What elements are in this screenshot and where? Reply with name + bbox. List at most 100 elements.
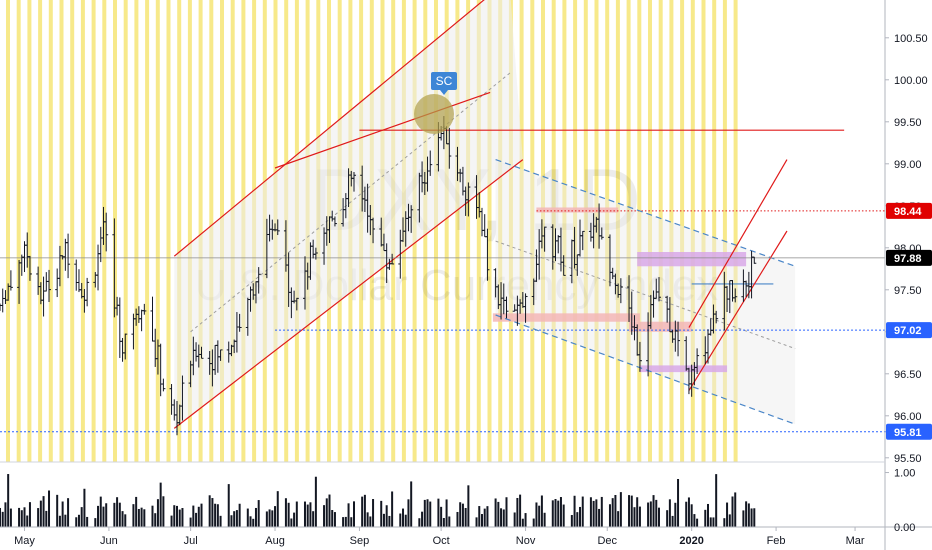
descending-lower-line xyxy=(495,314,796,425)
volume-bar xyxy=(143,509,146,527)
volume-bar xyxy=(611,498,614,527)
volume-bar xyxy=(595,499,598,527)
sc-marker: SC xyxy=(414,72,457,134)
volume-bar xyxy=(137,508,140,527)
grid-stripe xyxy=(466,0,471,462)
volume-bar xyxy=(418,518,421,527)
volume-bar xyxy=(497,501,500,527)
volume-bar xyxy=(423,499,426,527)
time-tick-label: Nov xyxy=(516,535,536,547)
grid-stripe xyxy=(690,0,695,462)
grid-stripe xyxy=(701,0,706,462)
volume-bar xyxy=(48,490,51,527)
volume-bar xyxy=(753,508,756,527)
grid-stripe xyxy=(59,0,64,462)
volume-bar xyxy=(562,504,565,527)
volume-bar xyxy=(56,494,59,527)
grid-stripe xyxy=(444,0,449,462)
volume-bar xyxy=(380,500,383,527)
volume-bar xyxy=(350,517,353,527)
volume-bar xyxy=(219,515,222,527)
volume-bar xyxy=(45,510,48,527)
grid-stripe xyxy=(712,0,717,462)
time-tick-label: Aug xyxy=(265,535,285,547)
price-tag xyxy=(886,423,932,440)
volume-bar xyxy=(617,511,620,527)
price-tags: 98.44 97.88 97.02 95.81 xyxy=(886,202,932,440)
volume-bar xyxy=(592,500,595,527)
volume-bar xyxy=(521,518,524,527)
volume-bar xyxy=(404,514,407,527)
volume-bar xyxy=(61,501,64,527)
volume-bar xyxy=(42,496,45,527)
grid-stripe xyxy=(680,0,685,462)
volume-bar xyxy=(589,497,592,527)
grid-stripe xyxy=(658,0,663,462)
time-tick-label: Sep xyxy=(350,535,370,547)
volume-bar xyxy=(83,488,86,527)
grid-stripe xyxy=(113,0,117,462)
grid-stripe xyxy=(16,0,21,462)
volume-bar xyxy=(290,518,293,527)
volume-bar xyxy=(162,496,165,527)
volume-bar xyxy=(391,491,394,527)
grid-stripe xyxy=(102,0,107,462)
volume-bar xyxy=(483,508,486,527)
grid-stripe xyxy=(541,0,545,462)
volume-bar xyxy=(712,517,715,527)
time-tick-label: Feb xyxy=(767,535,786,547)
volume-bar xyxy=(467,485,470,527)
volume-bar xyxy=(4,502,7,527)
volume-bar xyxy=(309,502,312,527)
volume-bar xyxy=(284,498,287,527)
volume-bar xyxy=(576,512,579,527)
channel-lower-line xyxy=(173,159,524,429)
volume-bar xyxy=(295,501,298,527)
grid-stripe xyxy=(573,0,578,462)
volume-bar xyxy=(99,496,102,527)
volume-bar xyxy=(18,507,21,527)
grid-stripe xyxy=(476,0,481,462)
price-tick-label: 97.50 xyxy=(894,285,922,297)
volume-bar xyxy=(671,515,674,527)
volume-bar xyxy=(426,499,429,527)
price-tag xyxy=(886,249,932,266)
grid-stripe xyxy=(134,0,139,462)
price-tag-label: 98.44 xyxy=(894,206,922,218)
volume-bar xyxy=(687,497,690,527)
grid-stripe xyxy=(487,0,492,462)
volume-bar xyxy=(200,503,203,527)
price-tag-label: 97.88 xyxy=(894,253,922,265)
grid-stripe xyxy=(722,0,727,462)
volume-bar xyxy=(124,514,127,527)
volume-bar xyxy=(608,504,611,527)
zone-box xyxy=(536,207,619,213)
grid-stripe xyxy=(434,0,438,462)
volume-bar xyxy=(325,498,328,527)
volume-bar xyxy=(704,509,707,527)
grid-stripe xyxy=(6,0,10,462)
volume-bar xyxy=(674,502,677,527)
volume-bar xyxy=(1,511,4,527)
grid-stripe xyxy=(80,0,85,462)
volume-bar xyxy=(440,506,443,527)
volume-bar xyxy=(28,502,31,527)
grid-stripe xyxy=(155,0,160,462)
volume-bar xyxy=(249,516,252,527)
volume-bar xyxy=(37,508,40,527)
volume-bar xyxy=(268,509,271,527)
price-tick-label: 96.00 xyxy=(894,411,922,423)
volume-tick-label: 0.00 xyxy=(894,522,915,534)
volume-bar xyxy=(102,506,105,527)
volume-bar xyxy=(26,515,29,527)
grid-stripe xyxy=(648,0,652,462)
volume-bar xyxy=(366,512,369,527)
volume-bar xyxy=(216,504,219,527)
volume-bar xyxy=(693,514,696,527)
volume-bar xyxy=(189,517,192,527)
volume-bar xyxy=(342,517,345,527)
volume-bar xyxy=(39,500,42,527)
grid-stripe xyxy=(70,0,75,462)
